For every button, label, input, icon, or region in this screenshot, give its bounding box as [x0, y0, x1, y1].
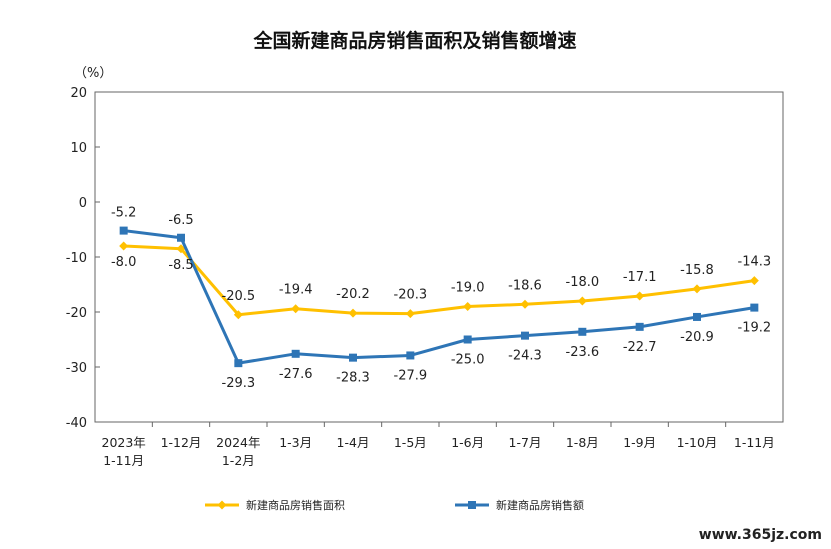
x-tick-label: 1-10月 — [677, 435, 718, 450]
data-label: -20.9 — [680, 330, 714, 345]
data-point — [463, 335, 472, 344]
x-tick-label: 1-8月 — [566, 435, 599, 450]
x-tick-label: 1-11月 — [734, 435, 775, 450]
data-point — [233, 310, 243, 320]
legend-label: 新建商品房销售面积 — [246, 498, 345, 512]
y-tick-label: 20 — [70, 86, 87, 101]
data-label: -29.3 — [222, 376, 256, 391]
data-label: -19.0 — [451, 281, 485, 296]
x-tick-label: 1-7月 — [509, 435, 542, 450]
y-tick-label: -30 — [66, 361, 87, 376]
data-label: -25.0 — [451, 353, 485, 368]
x-tick-label: 1-6月 — [451, 435, 484, 450]
data-label: -20.2 — [336, 287, 370, 302]
legend-marker — [217, 500, 227, 510]
data-label: -8.0 — [111, 255, 136, 270]
x-tick-label: 1-9月 — [623, 435, 656, 450]
data-point — [463, 302, 473, 311]
data-point — [406, 351, 415, 360]
watermark: www.365jz.com — [699, 527, 822, 543]
data-label: -17.1 — [623, 270, 657, 285]
data-label: -14.3 — [738, 255, 772, 270]
data-point — [749, 276, 759, 286]
x-tick-label: 1-4月 — [337, 435, 370, 450]
data-point — [520, 299, 530, 309]
data-label: -19.2 — [738, 321, 772, 336]
data-point — [177, 233, 185, 242]
data-point — [693, 312, 701, 321]
data-point — [750, 303, 759, 312]
data-label: -24.3 — [508, 349, 542, 364]
data-label: -18.0 — [566, 275, 600, 290]
data-label: -8.5 — [168, 258, 193, 273]
data-label: -27.6 — [279, 367, 313, 382]
data-point — [635, 291, 645, 301]
plot-area-frame — [94, 91, 784, 423]
data-point — [176, 244, 186, 254]
data-point — [348, 308, 358, 318]
data-point — [291, 349, 300, 358]
data-point — [405, 309, 415, 319]
data-label: -19.4 — [279, 283, 313, 298]
data-point — [291, 304, 301, 314]
data-label: -20.3 — [394, 288, 428, 303]
data-label: -6.5 — [168, 213, 193, 228]
data-point — [577, 296, 587, 306]
data-point — [119, 226, 128, 235]
data-point — [578, 327, 587, 336]
chart-title: 全国新建商品房销售面积及销售额增速 — [252, 29, 576, 52]
legend-marker — [468, 501, 476, 509]
y-tick-label: -40 — [66, 416, 87, 431]
y-tick-label: -10 — [66, 251, 87, 266]
x-tick-label: 2023年 — [102, 435, 146, 450]
data-point — [692, 284, 702, 294]
legend-label: 新建商品房销售额 — [496, 498, 584, 512]
y-tick-label: 10 — [70, 141, 87, 156]
series-line-sales — [123, 229, 755, 365]
data-label: -20.5 — [222, 289, 256, 304]
series-line-area — [123, 244, 755, 317]
data-label: -23.6 — [566, 345, 600, 360]
data-label: -28.3 — [336, 371, 370, 386]
data-point — [521, 331, 529, 340]
data-point — [349, 353, 357, 362]
data-label: -15.8 — [680, 263, 714, 278]
x-tick-label: 1-11月 — [103, 453, 144, 468]
x-tick-label: 2024年 — [216, 435, 260, 450]
x-tick-label: 1-5月 — [394, 435, 427, 450]
y-tick-label: -20 — [66, 306, 87, 321]
data-point — [119, 241, 129, 251]
x-tick-label: 1-12月 — [161, 435, 202, 450]
data-point — [635, 322, 644, 331]
data-label: -22.7 — [623, 340, 657, 355]
y-tick-label: 0 — [79, 196, 87, 211]
data-label: -5.2 — [111, 206, 136, 221]
data-point — [234, 359, 243, 368]
y-axis-unit-label: （%） — [74, 66, 112, 81]
data-label: -18.6 — [508, 278, 542, 293]
x-tick-label: 1-2月 — [222, 453, 255, 468]
x-tick-label: 1-3月 — [279, 435, 312, 450]
data-label: -27.9 — [394, 368, 428, 383]
